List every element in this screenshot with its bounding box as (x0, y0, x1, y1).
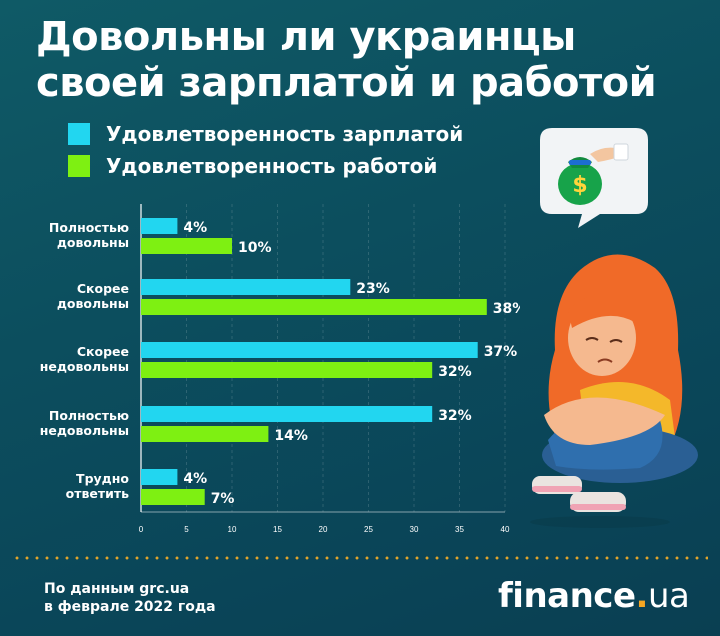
bar-salary (141, 406, 433, 422)
logo-tld: ua (647, 576, 690, 616)
data-label: 10% (238, 240, 272, 256)
money-bag-icon: $ (540, 128, 648, 228)
bar-work (141, 426, 269, 442)
bar-salary (141, 342, 478, 358)
svg-text:$: $ (572, 173, 587, 198)
data-label: 23% (356, 281, 390, 297)
x-tick-label: 30 (410, 525, 419, 534)
x-tick-label: 10 (228, 525, 237, 534)
x-tick-label: 35 (455, 525, 464, 534)
x-tick-label: 15 (273, 525, 282, 534)
data-label: 7% (211, 491, 235, 507)
category-label: Полностью недовольны (40, 408, 129, 438)
bar-salary (141, 218, 178, 234)
source-note: По данным grc.ua в феврале 2022 года (44, 580, 216, 616)
legend-swatch-salary (68, 123, 90, 145)
bar-work (141, 362, 433, 378)
legend-item-work: Удовлетворенность работой (68, 150, 463, 182)
bar-work (141, 238, 232, 254)
category-label: Трудно ответить (66, 471, 130, 501)
bar-chart: 0 5 10 15 20 25 30 35 40 Полностью довольны 4% 10% Ск… (40, 204, 520, 534)
bar-salary (141, 469, 178, 485)
legend-item-salary: Удовлетворенность зарплатой (68, 118, 463, 150)
x-tick-label: 20 (319, 525, 328, 534)
category-label: Скорее довольны (57, 281, 129, 311)
data-label: 32% (438, 364, 472, 380)
sad-girl-illustration (530, 254, 698, 528)
x-tick-label: 0 (139, 525, 144, 534)
data-label: 4% (183, 220, 207, 236)
chart-title: Довольны ли украинцы своей зарплатой и р… (36, 14, 657, 106)
x-tick-label: 40 (501, 525, 510, 534)
bar-salary (141, 279, 351, 295)
dotted-divider (12, 556, 708, 560)
source-line-1: По данным grc.ua (44, 581, 190, 597)
category-label: Полностью довольны (49, 220, 129, 250)
data-label: 38% (493, 301, 520, 317)
data-label: 4% (183, 471, 207, 487)
legend-label-salary: Удовлетворенность зарплатой (106, 122, 464, 146)
source-line-2: в феврале 2022 года (44, 599, 216, 615)
x-tick-label: 25 (364, 525, 373, 534)
finance-ua-logo: finance.ua (498, 576, 690, 616)
data-label: 14% (274, 428, 308, 444)
bar-work (141, 489, 205, 505)
x-tick-label: 5 (184, 525, 189, 534)
logo-dot: . (635, 576, 649, 616)
bar-work (141, 299, 487, 315)
category-label: Скорее недовольны (40, 344, 129, 374)
legend-swatch-work (68, 155, 90, 177)
data-label: 32% (438, 408, 472, 424)
data-label: 37% (484, 344, 518, 360)
chart-legend: Удовлетворенность зарплатой Удовлетворен… (68, 118, 463, 182)
logo-name: finance (498, 576, 636, 616)
legend-label-work: Удовлетворенность работой (106, 154, 438, 178)
